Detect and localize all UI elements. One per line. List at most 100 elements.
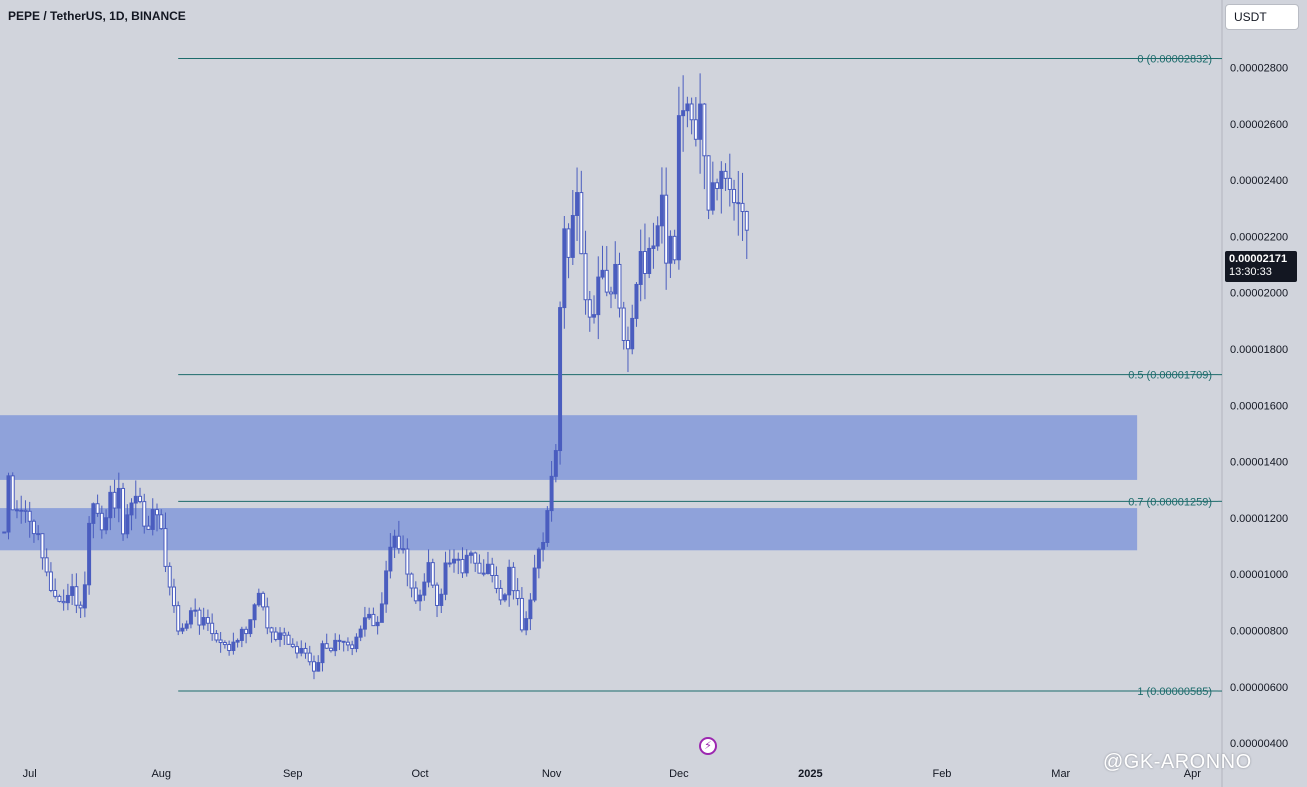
price-axis[interactable]: 0.00000400 0.00000600 0.00000800 0.00001000… (1218, 0, 1288, 787)
candle-body (2, 531, 7, 534)
candle-body (515, 590, 520, 599)
candle-body (422, 581, 427, 596)
price-tick-label: 0.00001600 (1230, 400, 1288, 412)
candle-body (396, 535, 401, 550)
candle-body (379, 603, 384, 623)
time-tick-label: 2025 (798, 768, 822, 780)
candle-body (362, 617, 367, 630)
candle-body (439, 593, 444, 606)
symbol-title[interactable]: PEPE / TetherUS, 1D, BINANCE (8, 9, 186, 23)
candle-body (702, 103, 707, 157)
candle-body (227, 644, 232, 651)
candle-body (494, 575, 499, 589)
last-price-value: 0.00002171 (1229, 253, 1288, 265)
time-axis[interactable]: Jul Aug Sep Oct Nov Dec 2025 Feb Mar Apr (23, 768, 1202, 780)
candle-body (299, 647, 304, 654)
candle-body (70, 586, 75, 596)
price-tick-label: 0.00000800 (1230, 626, 1288, 638)
candle-body (239, 628, 244, 641)
candle-body (596, 276, 601, 316)
price-tick-label: 0.00002600 (1230, 119, 1288, 131)
candle-body (116, 487, 121, 509)
candle-body (562, 228, 567, 309)
price-tick-label: 0.00001400 (1230, 457, 1288, 469)
candle-body (252, 604, 257, 621)
candle-body (430, 562, 435, 586)
candle-body (261, 592, 266, 608)
candle-body (295, 646, 299, 654)
candle-body (681, 110, 686, 117)
fibonacci-retracement[interactable]: 0 (0.00002832) 0.5 (0.00001709) 0.7 (0.000… (178, 54, 1218, 698)
candle-body (575, 192, 580, 217)
candle-body (625, 340, 630, 350)
candle-body (345, 641, 350, 646)
time-tick-label: Aug (151, 768, 171, 780)
candle-body (460, 558, 465, 574)
candle-body (23, 509, 28, 512)
candle-body (78, 604, 83, 609)
price-tick-label: 0.00000600 (1230, 682, 1288, 694)
candle-body (617, 263, 622, 309)
candle-body (502, 594, 507, 601)
candle-body (426, 562, 431, 583)
candle-body (388, 546, 393, 572)
candle-body (256, 592, 261, 606)
lightning-bolt-icon[interactable]: ⚡ (699, 737, 717, 755)
candle-body (350, 644, 355, 650)
candle-body (409, 573, 414, 589)
candle-body (519, 597, 524, 631)
candle-body (176, 605, 181, 632)
candle-body (91, 503, 96, 524)
candle-body (290, 643, 295, 648)
candle-body (133, 495, 138, 504)
candle-body (443, 562, 448, 595)
time-tick-label: Sep (283, 768, 303, 780)
time-tick-label: Jul (23, 768, 37, 780)
candle-body (61, 600, 66, 604)
candle-body (579, 192, 584, 255)
candle-body (498, 587, 503, 601)
currency-button[interactable]: USDT (1225, 4, 1299, 30)
bar-countdown: 13:30:33 (1229, 266, 1272, 278)
candle-body (307, 652, 312, 663)
candle-body (273, 631, 278, 640)
price-tick-label: 0.00002400 (1230, 175, 1288, 187)
candle-body (477, 562, 482, 574)
candle-body (583, 253, 588, 301)
candle-body (74, 586, 79, 606)
candle-body (197, 609, 202, 626)
price-tick-label: 0.00001800 (1230, 344, 1288, 356)
candle-body (452, 558, 456, 564)
last-price-tag: 0.00002171 13:30:33 (1225, 251, 1297, 282)
candle-body (65, 594, 70, 604)
candle-body (600, 269, 605, 278)
candle-body (155, 509, 159, 516)
time-tick-label: Oct (412, 768, 429, 780)
candle-body (146, 525, 151, 530)
candle-body (545, 510, 550, 544)
price-tick-label: 0.00002200 (1230, 231, 1288, 243)
candle-body (36, 533, 41, 536)
candle-body (668, 235, 673, 264)
candlestick-series (2, 73, 749, 680)
candle-body (558, 307, 563, 452)
price-tick-label: 0.00002000 (1230, 288, 1288, 300)
fib-label-0: 0 (0.00002832) (1137, 54, 1212, 66)
watermark-text: @GK-ARONNO (1103, 751, 1252, 773)
candle-body (222, 642, 227, 646)
candle-body (44, 557, 49, 573)
candle-body (193, 609, 198, 612)
candle-body (740, 202, 745, 213)
candle-body (693, 119, 698, 140)
candle-body (401, 548, 406, 551)
candle-body (524, 618, 529, 631)
candle-body (736, 202, 741, 205)
candle-body (312, 661, 316, 672)
candle-body (464, 554, 469, 574)
candle-body (320, 643, 325, 664)
candle-body (672, 235, 677, 261)
time-tick-label: Feb (932, 768, 951, 780)
candle-body (112, 491, 117, 509)
